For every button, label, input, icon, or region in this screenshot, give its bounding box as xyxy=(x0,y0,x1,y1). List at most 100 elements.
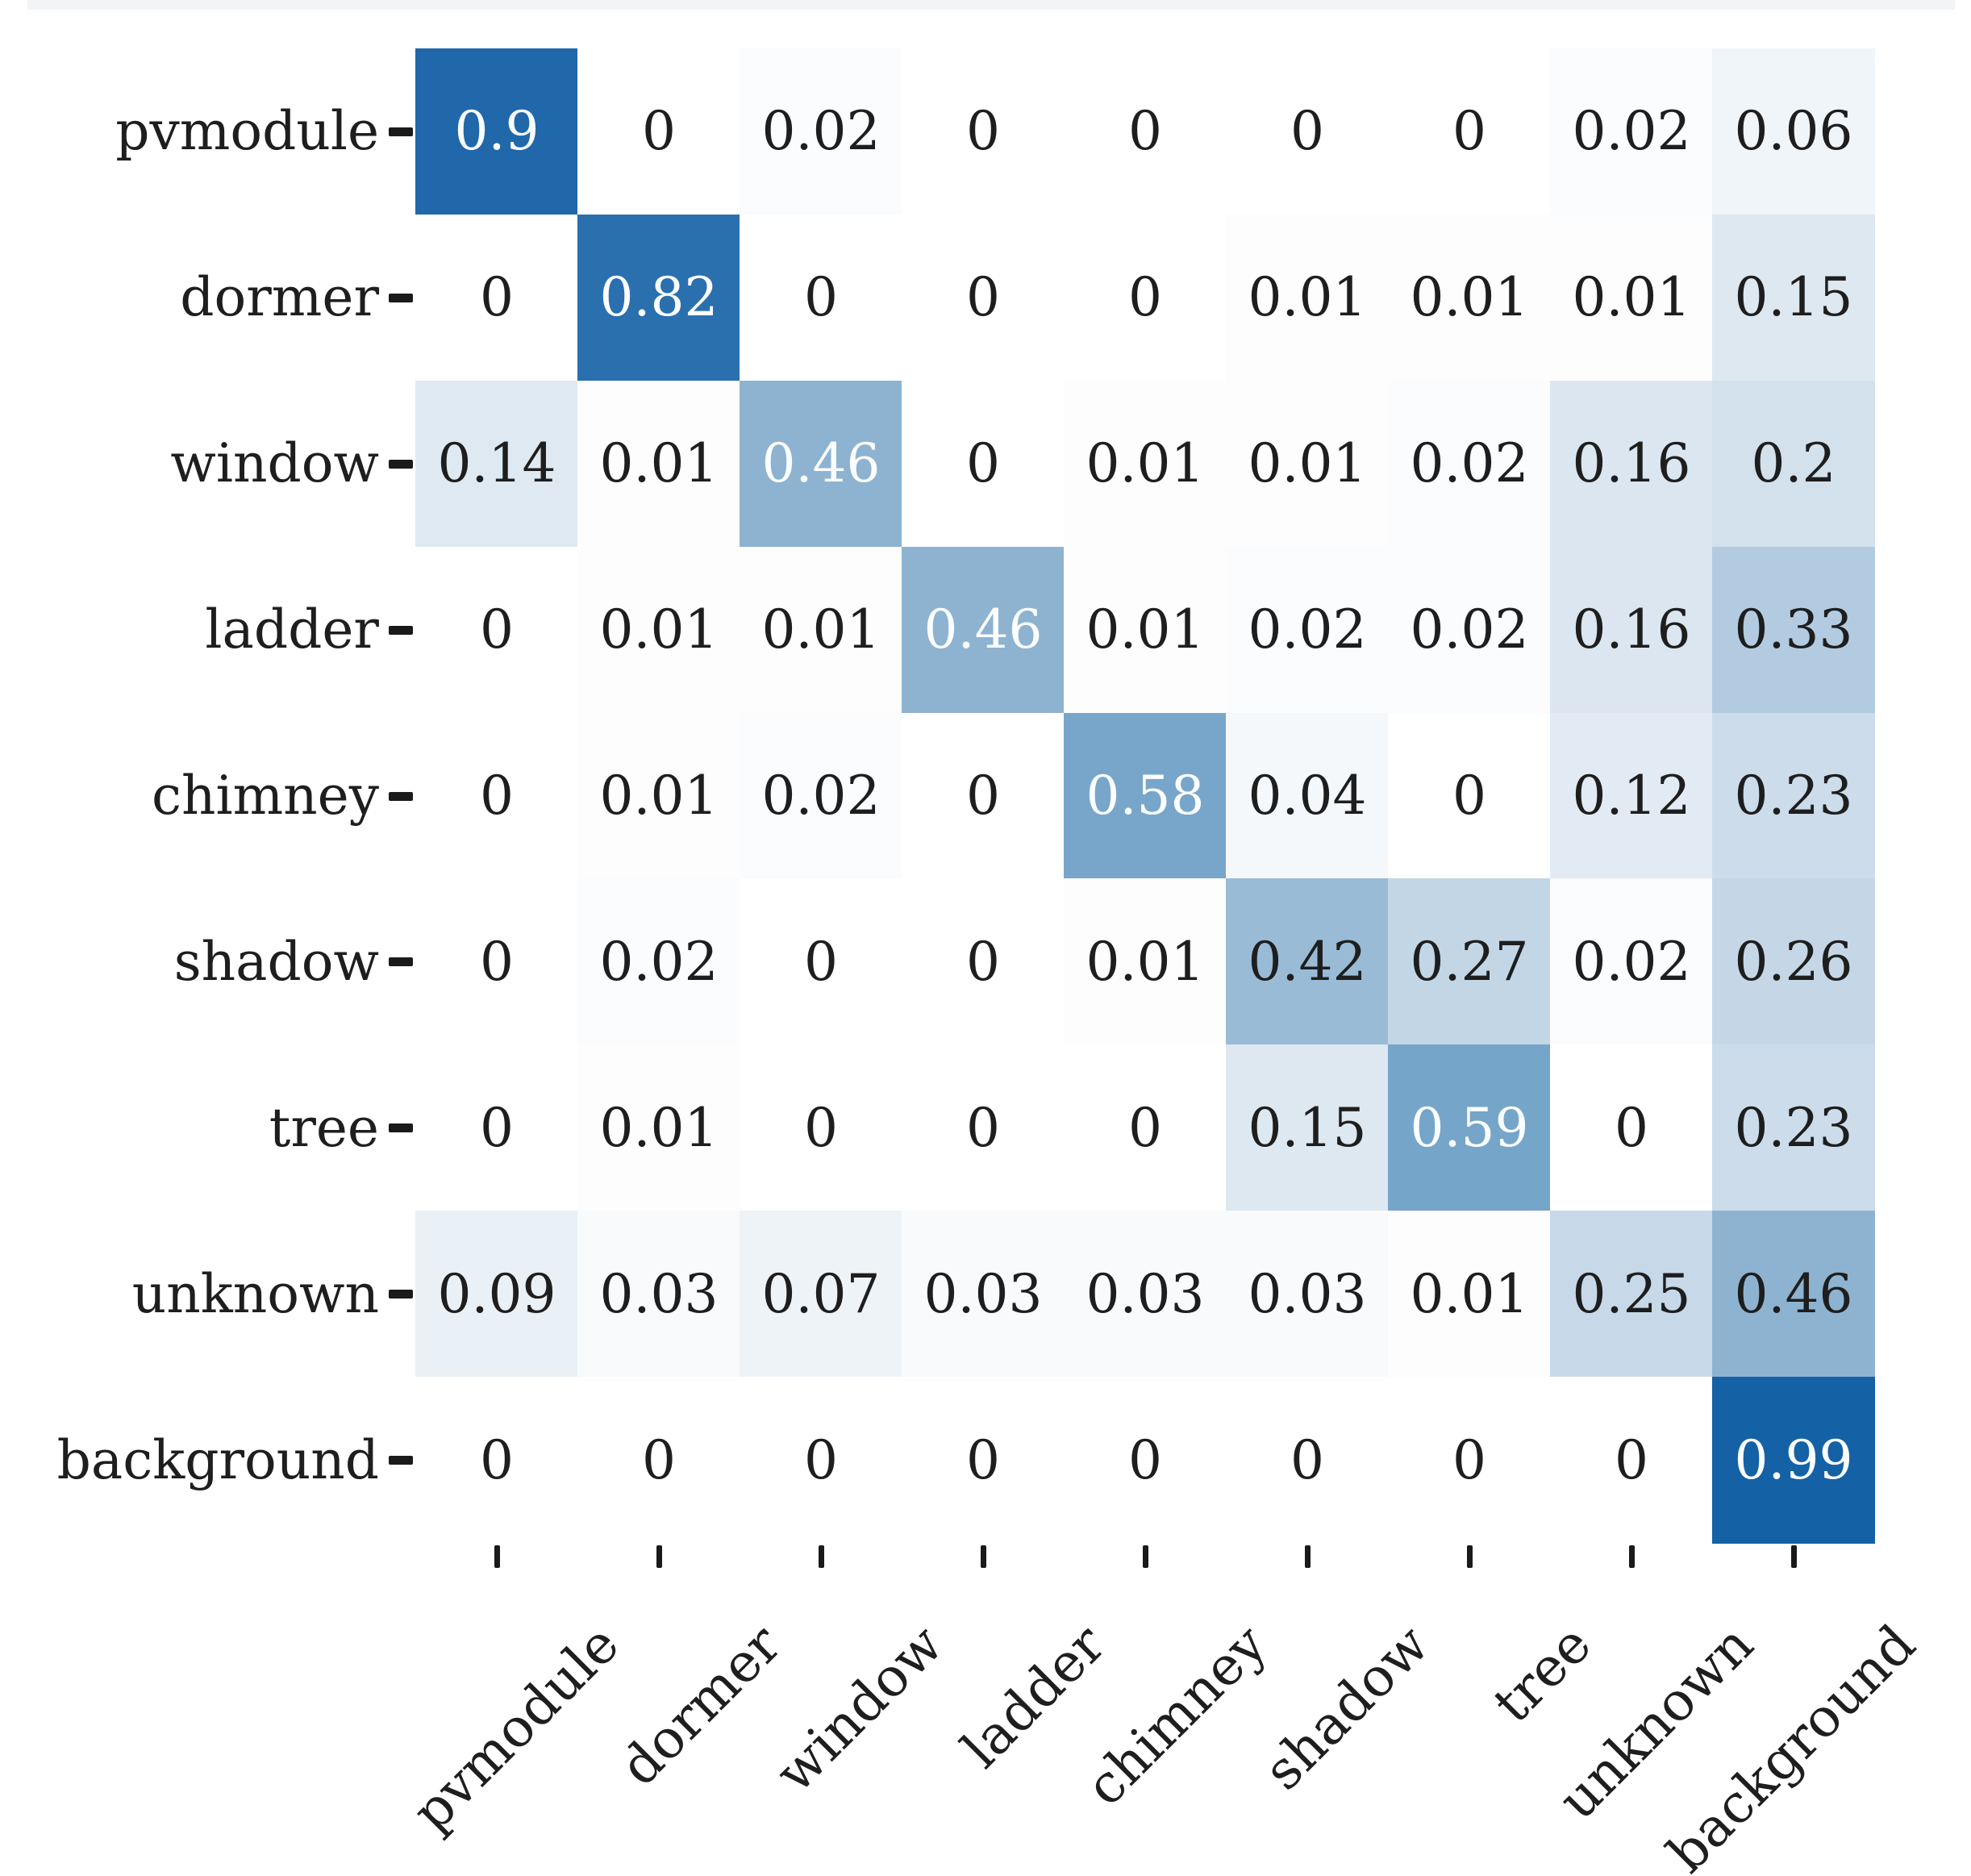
x-tick-mark xyxy=(494,1545,500,1568)
heatmap-cell: 0 xyxy=(740,878,902,1046)
heatmap-cell: 0 xyxy=(902,712,1065,880)
heatmap-cell: 0.99 xyxy=(1712,1377,1875,1544)
heatmap-cell: 0 xyxy=(1388,1377,1551,1544)
heatmap-cell: 0.01 xyxy=(577,546,740,714)
y-tick-mark xyxy=(389,625,413,635)
heatmap-cell: 0 xyxy=(1388,712,1551,880)
y-axis-label-dormer: dormer xyxy=(180,266,379,329)
x-tick-mark xyxy=(1790,1545,1797,1568)
heatmap-cell: 0 xyxy=(1064,1044,1227,1212)
heatmap-cell: 0.33 xyxy=(1712,546,1875,714)
heatmap-cell: 0.01 xyxy=(1226,380,1389,548)
heatmap-cell: 0.01 xyxy=(1064,380,1227,548)
heatmap-cell: 0.01 xyxy=(1064,878,1227,1046)
y-tick-mark xyxy=(389,791,413,801)
y-tick-mark xyxy=(389,957,413,967)
heatmap-cell: 0.02 xyxy=(1388,546,1551,714)
heatmap-cell: 0.15 xyxy=(1226,1044,1389,1212)
heatmap-cell: 0 xyxy=(415,712,578,880)
y-axis-label-tree: tree xyxy=(269,1096,379,1159)
heatmap-cell: 0.46 xyxy=(740,380,902,548)
x-tick-mark xyxy=(980,1545,986,1568)
heatmap-cell: 0 xyxy=(1550,1377,1713,1544)
heatmap-cell: 0.07 xyxy=(740,1211,902,1378)
y-tick-mark xyxy=(389,1456,413,1465)
x-tick-mark xyxy=(1304,1545,1311,1568)
heatmap-cell: 0 xyxy=(1064,48,1227,215)
heatmap-cell: 0 xyxy=(902,1377,1065,1544)
y-axis-label-pvmodule: pvmodule xyxy=(115,100,379,163)
heatmap-cell: 0 xyxy=(902,214,1065,381)
heatmap-cell: 0.01 xyxy=(577,380,740,548)
heatmap-cell: 0.02 xyxy=(1388,380,1551,548)
heatmap-cell: 0.58 xyxy=(1064,712,1227,880)
x-tick-mark xyxy=(656,1545,662,1568)
heatmap-cell: 0.09 xyxy=(415,1211,578,1378)
heatmap-cell: 0.46 xyxy=(902,546,1065,714)
heatmap-cell: 0.12 xyxy=(1550,712,1713,880)
x-tick-mark xyxy=(1466,1545,1473,1568)
heatmap-cell: 0 xyxy=(902,48,1065,215)
y-tick-mark xyxy=(389,127,413,136)
heatmap-cell: 0.9 xyxy=(415,48,578,215)
heatmap-cell: 0.02 xyxy=(740,712,902,880)
heatmap-cell: 0.02 xyxy=(740,48,902,215)
x-tick-mark xyxy=(1628,1545,1635,1568)
heatmap-cell: 0.14 xyxy=(415,380,578,548)
heatmap-cell: 0.01 xyxy=(740,546,902,714)
heatmap-cell: 0 xyxy=(740,1377,902,1544)
heatmap-cell: 0 xyxy=(740,214,902,381)
heatmap-cell: 0.03 xyxy=(1226,1211,1389,1378)
heatmap-cell: 0 xyxy=(902,1044,1065,1212)
heatmap-cell: 0 xyxy=(1226,1377,1389,1544)
heatmap-cell: 0 xyxy=(415,214,578,381)
y-axis-label-background: background xyxy=(56,1428,379,1491)
y-tick-mark xyxy=(389,293,413,302)
heatmap-cell: 0.2 xyxy=(1712,380,1875,548)
heatmap-cell: 0 xyxy=(415,546,578,714)
x-axis-label-shadow: shadow xyxy=(1252,1613,1441,1803)
heatmap-cell: 0.26 xyxy=(1712,878,1875,1046)
heatmap-cell: 0.42 xyxy=(1226,878,1389,1046)
heatmap-cell: 0 xyxy=(902,380,1065,548)
y-axis-label-ladder: ladder xyxy=(205,598,379,661)
heatmap-cell: 0.01 xyxy=(1064,546,1227,714)
y-axis-label-window: window xyxy=(170,432,379,495)
heatmap-cell: 0 xyxy=(415,1044,578,1212)
heatmap-cell: 0.03 xyxy=(1064,1211,1227,1378)
heatmap-cell: 0.23 xyxy=(1712,712,1875,880)
x-axis-label-pvmodule: pvmodule xyxy=(400,1613,631,1844)
heatmap-cell: 0 xyxy=(1550,1044,1713,1212)
heatmap-cell: 0.01 xyxy=(1226,214,1389,381)
heatmap-cell: 0.23 xyxy=(1712,1044,1875,1212)
x-axis-label-window: window xyxy=(763,1613,955,1805)
heatmap-cell: 0.01 xyxy=(577,1044,740,1212)
heatmap-cell: 0.01 xyxy=(1550,214,1713,381)
heatmap-cell: 0.46 xyxy=(1712,1211,1875,1378)
heatmap-cell: 0 xyxy=(1064,1377,1227,1544)
heatmap-cell: 0.59 xyxy=(1388,1044,1551,1212)
heatmap-cell: 0.01 xyxy=(1388,214,1551,381)
heatmap-cell: 0 xyxy=(415,878,578,1046)
heatmap-cell: 0.16 xyxy=(1550,380,1713,548)
x-axis-label-tree: tree xyxy=(1481,1613,1603,1735)
heatmap-cell: 0.27 xyxy=(1388,878,1551,1046)
heatmap-cell: 0.06 xyxy=(1712,48,1875,215)
heatmap-cell: 0.25 xyxy=(1550,1211,1713,1378)
heatmap-cell: 0.01 xyxy=(1388,1211,1551,1378)
heatmap-cell: 0.02 xyxy=(1550,878,1713,1046)
heatmap-cell: 0 xyxy=(902,878,1065,1046)
y-tick-mark xyxy=(389,1124,413,1133)
x-tick-mark xyxy=(818,1545,824,1568)
heatmap-cell: 0.82 xyxy=(577,214,740,381)
heatmap-cell: 0.02 xyxy=(577,878,740,1046)
heatmap-cell: 0.03 xyxy=(577,1211,740,1378)
y-tick-mark xyxy=(389,459,413,469)
y-tick-mark xyxy=(389,1290,413,1299)
heatmap-cell: 0.02 xyxy=(1226,546,1389,714)
heatmap-cell: 0.04 xyxy=(1226,712,1389,880)
heatmap-cell: 0.02 xyxy=(1550,48,1713,215)
heatmap-cell: 0 xyxy=(577,48,740,215)
y-axis-label-unknown: unknown xyxy=(131,1262,379,1325)
